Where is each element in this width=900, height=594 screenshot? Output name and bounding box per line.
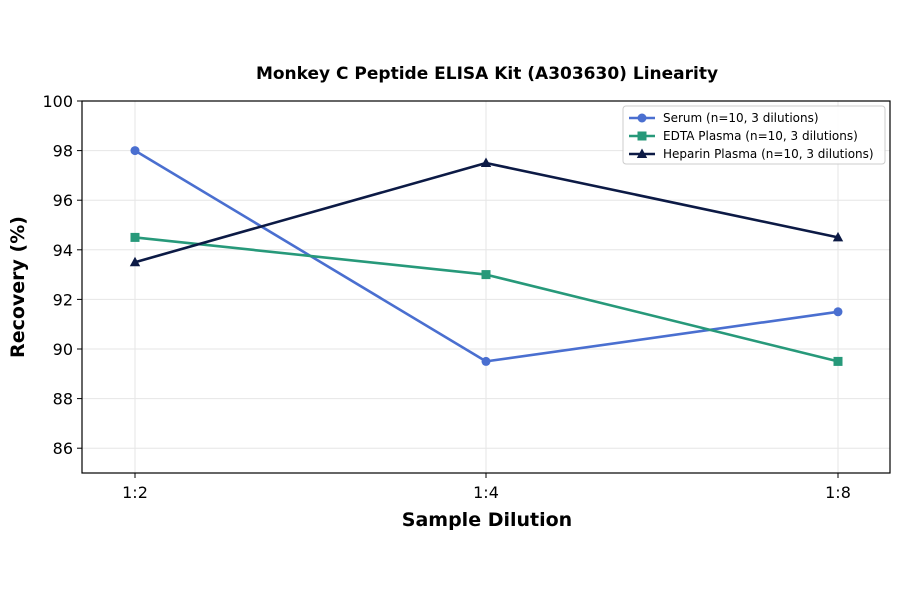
data-point [481, 356, 491, 366]
y-tick-label: 86 [53, 439, 73, 458]
x-tick-label: 1:2 [122, 483, 148, 502]
x-axis: 1:2 1:4 1:8 [122, 473, 851, 502]
y-axis: 86 88 90 92 94 96 98 100 [42, 92, 82, 458]
data-point [480, 157, 492, 167]
data-point [129, 256, 141, 267]
legend-label: Heparin Plasma (n=10, 3 dilutions) [663, 147, 874, 161]
data-point [130, 232, 140, 242]
legend-label: Serum (n=10, 3 dilutions) [663, 111, 819, 125]
y-tick-label: 98 [53, 142, 73, 161]
x-tick-label: 1:8 [825, 483, 851, 502]
legend-item: Heparin Plasma (n=10, 3 dilutions) [629, 147, 874, 161]
series-circle [130, 146, 843, 366]
y-tick-label: 88 [53, 390, 73, 409]
data-point [833, 356, 843, 366]
legend-item: EDTA Plasma (n=10, 3 dilutions) [629, 129, 858, 143]
y-tick-label: 96 [53, 191, 73, 210]
series-square [130, 232, 843, 366]
series-triangle [129, 157, 844, 267]
y-tick-label: 92 [53, 290, 73, 309]
series-layer [129, 146, 844, 366]
data-point [832, 231, 844, 242]
y-tick-label: 94 [53, 241, 73, 260]
legend-marker [637, 113, 647, 123]
data-point [481, 270, 491, 280]
legend-marker [636, 148, 648, 158]
legend-label: EDTA Plasma (n=10, 3 dilutions) [663, 129, 858, 143]
legend-marker [637, 131, 647, 141]
y-tick-label: 100 [42, 92, 73, 111]
x-axis-label: Sample Dilution [402, 509, 572, 531]
x-tick-label: 1:4 [473, 483, 499, 502]
legend: Serum (n=10, 3 dilutions) EDTA Plasma (n=… [622, 105, 886, 165]
legend-item: Serum (n=10, 3 dilutions) [629, 111, 819, 125]
legend-box [622, 105, 886, 165]
data-point [130, 146, 140, 156]
y-tick-label: 90 [53, 340, 73, 359]
data-point [833, 307, 843, 317]
y-axis-label: Recovery (%) [7, 216, 29, 358]
chart-title: Monkey C Peptide ELISA Kit (A303630) Lin… [256, 64, 718, 84]
